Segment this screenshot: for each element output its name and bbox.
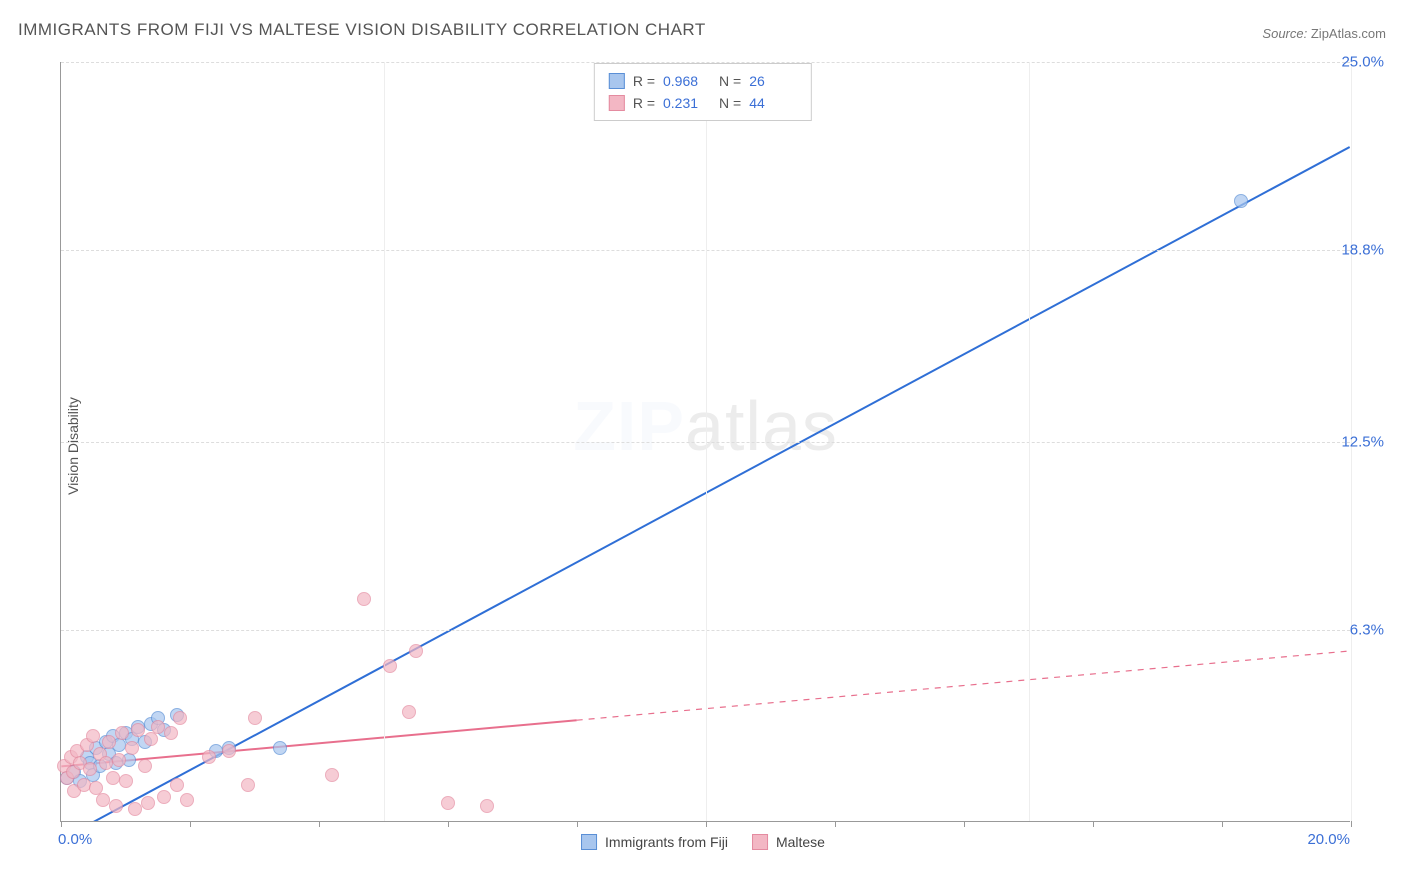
legend-label: Immigrants from Fiji xyxy=(605,834,728,850)
data-point xyxy=(164,726,178,740)
legend-swatch xyxy=(609,95,625,111)
gridline-v xyxy=(706,62,707,821)
data-point xyxy=(138,759,152,773)
data-point xyxy=(151,720,165,734)
scatter-plot: ZIPatlas xyxy=(60,62,1350,822)
legend-swatch xyxy=(752,834,768,850)
stat-r-label: R = xyxy=(633,92,655,114)
data-point xyxy=(106,771,120,785)
trend-line-extrapolated xyxy=(577,651,1350,720)
data-point xyxy=(86,729,100,743)
chart-title: IMMIGRANTS FROM FIJI VS MALTESE VISION D… xyxy=(18,20,706,40)
data-point xyxy=(131,723,145,737)
data-point xyxy=(102,735,116,749)
x-tick xyxy=(1351,821,1352,827)
data-point xyxy=(409,644,423,658)
watermark-zip: ZIP xyxy=(573,387,685,465)
y-tick-label: 18.8% xyxy=(1341,242,1384,259)
stat-n-value: 44 xyxy=(749,92,797,114)
x-tick xyxy=(61,821,62,827)
x-tick xyxy=(577,821,578,827)
x-tick xyxy=(319,821,320,827)
data-point xyxy=(112,753,126,767)
data-point xyxy=(96,793,110,807)
correlation-legend: R = 0.968 N = 26 R = 0.231 N = 44 xyxy=(594,63,812,121)
data-point xyxy=(222,744,236,758)
legend-swatch xyxy=(609,73,625,89)
data-point xyxy=(383,659,397,673)
data-point xyxy=(480,799,494,813)
legend-item: Maltese xyxy=(752,834,825,850)
gridline-v xyxy=(1029,62,1030,821)
data-point xyxy=(109,799,123,813)
legend-item: Immigrants from Fiji xyxy=(581,834,728,850)
watermark-atlas: atlas xyxy=(685,387,838,465)
data-point xyxy=(99,756,113,770)
data-point xyxy=(170,778,184,792)
data-point xyxy=(248,711,262,725)
data-point xyxy=(144,732,158,746)
data-point xyxy=(141,796,155,810)
data-point xyxy=(402,705,416,719)
y-tick-label: 12.5% xyxy=(1341,434,1384,451)
x-axis-max-label: 20.0% xyxy=(1307,831,1350,848)
data-point xyxy=(441,796,455,810)
series-legend: Immigrants from Fiji Maltese xyxy=(581,834,825,850)
data-point xyxy=(273,741,287,755)
data-point xyxy=(1234,194,1248,208)
x-tick xyxy=(1093,821,1094,827)
x-tick xyxy=(835,821,836,827)
data-point xyxy=(77,778,91,792)
data-point xyxy=(357,592,371,606)
x-tick xyxy=(706,821,707,827)
x-tick xyxy=(964,821,965,827)
stat-r-value: 0.968 xyxy=(663,70,711,92)
stat-r-value: 0.231 xyxy=(663,92,711,114)
stat-n-value: 26 xyxy=(749,70,797,92)
legend-swatch xyxy=(581,834,597,850)
data-point xyxy=(125,741,139,755)
data-point xyxy=(180,793,194,807)
source-label: Source: xyxy=(1262,26,1307,41)
gridline-v xyxy=(384,62,385,821)
data-point xyxy=(202,750,216,764)
legend-stat-row: R = 0.968 N = 26 xyxy=(609,70,797,92)
data-point xyxy=(157,790,171,804)
y-tick-label: 25.0% xyxy=(1341,54,1384,71)
data-point xyxy=(119,774,133,788)
x-axis-min-label: 0.0% xyxy=(58,831,92,848)
stat-r-label: R = xyxy=(633,70,655,92)
data-point xyxy=(241,778,255,792)
source-name: ZipAtlas.com xyxy=(1311,26,1386,41)
x-tick xyxy=(190,821,191,827)
data-point xyxy=(173,711,187,725)
source-attribution: Source: ZipAtlas.com xyxy=(1262,26,1386,41)
x-tick xyxy=(448,821,449,827)
legend-stat-row: R = 0.231 N = 44 xyxy=(609,92,797,114)
stat-n-label: N = xyxy=(719,70,741,92)
data-point xyxy=(83,762,97,776)
data-point xyxy=(128,802,142,816)
data-point xyxy=(115,726,129,740)
x-tick xyxy=(1222,821,1223,827)
stat-n-label: N = xyxy=(719,92,741,114)
y-tick-label: 6.3% xyxy=(1350,622,1384,639)
data-point xyxy=(325,768,339,782)
legend-label: Maltese xyxy=(776,834,825,850)
